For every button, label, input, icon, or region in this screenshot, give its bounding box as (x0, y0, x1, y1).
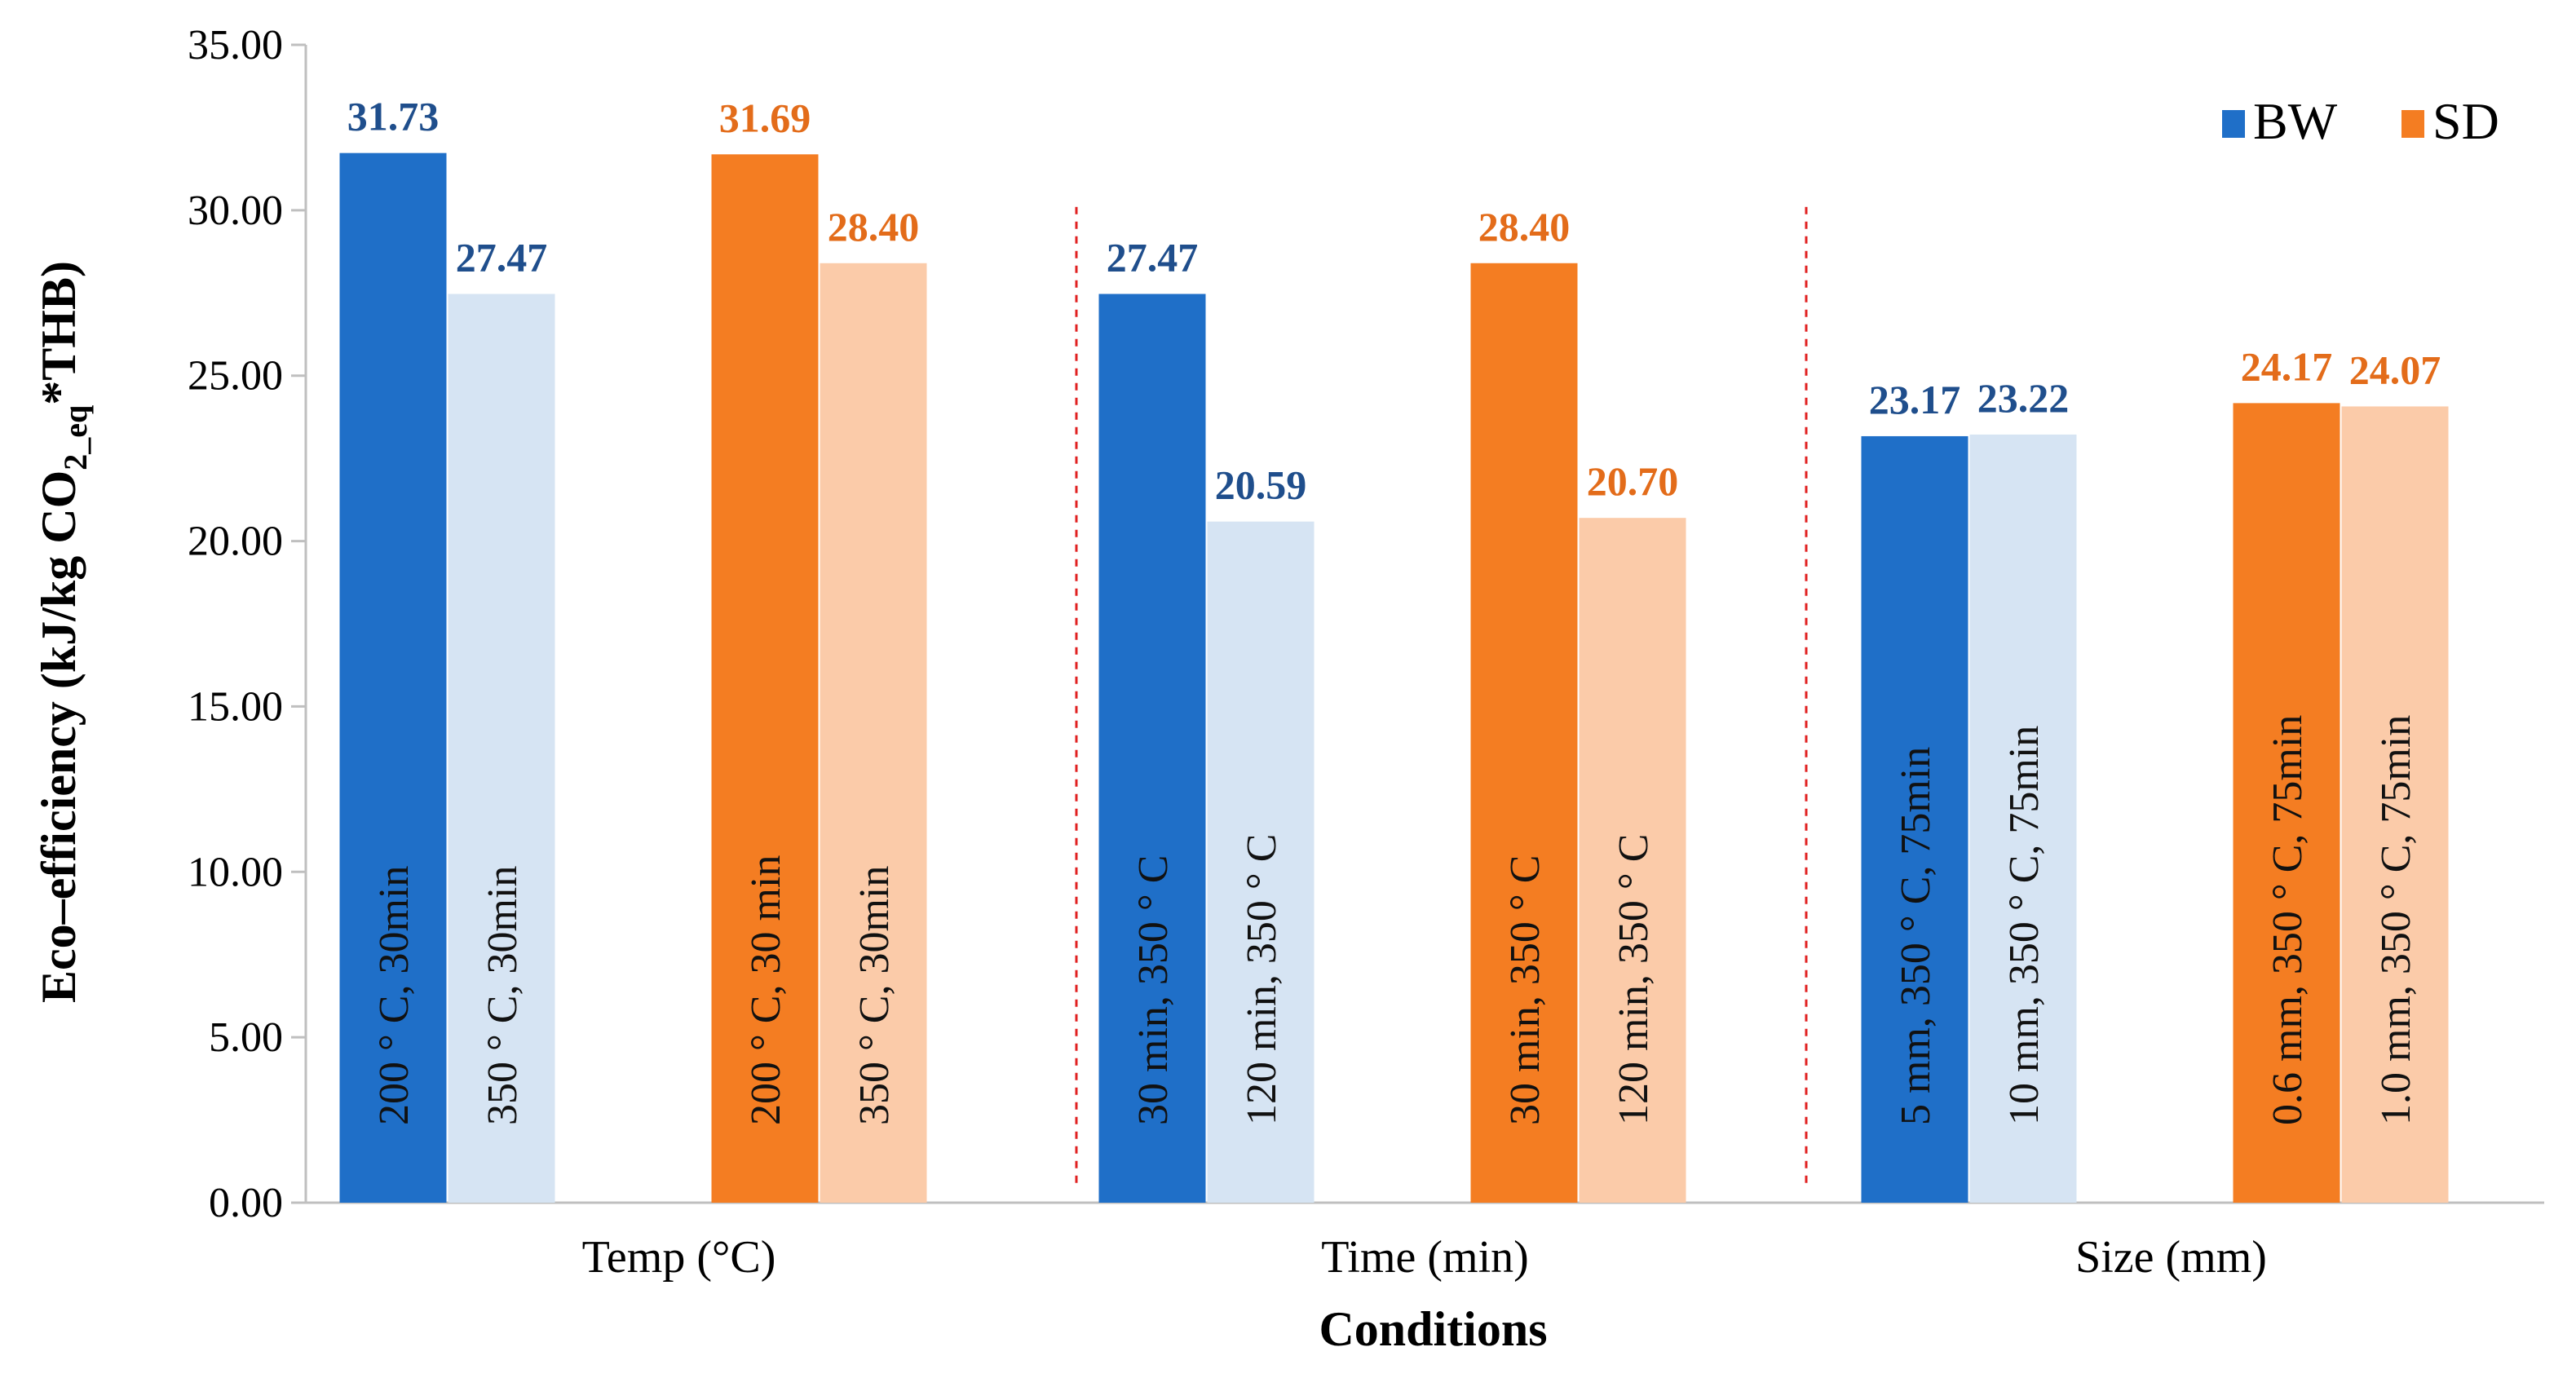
bar-bw (448, 294, 555, 1203)
y-axis-title: Eco–efficiency (kJ/kg CO2_eq*THB) (32, 261, 94, 1003)
y-tick-label: 0.00 (209, 1180, 283, 1226)
y-axis-title-main: Eco–efficiency (kJ/kg CO (32, 470, 86, 1003)
bar-sd (2341, 406, 2449, 1204)
y-tick-label: 10.00 (188, 849, 283, 895)
bar-bw (1969, 434, 2077, 1203)
legend: BW SD (2222, 92, 2499, 150)
bar-bw (1098, 294, 1206, 1203)
labels: Temp (°C) 31.73 200 ° C, 30min 27.47 350 ° C… (347, 94, 2441, 1283)
y-tick-label: 25.00 (188, 353, 283, 400)
bar-condition-label: 350 ° C, 30min (479, 866, 526, 1125)
bar-bw (339, 152, 447, 1203)
value-label: 27.47 (456, 235, 548, 280)
value-label: 27.47 (1107, 235, 1199, 280)
legend-label-sd: SD (2432, 92, 2499, 150)
x-axis-title: Conditions (1319, 1302, 1547, 1356)
bars (339, 152, 2449, 1204)
bar-sd (820, 263, 927, 1203)
bar-condition-label: 350 ° C, 30min (851, 866, 898, 1125)
y-tick-label: 20.00 (188, 519, 283, 565)
axes: 0.00 5.00 10.00 15.00 20.00 25.00 30.00 35.00 Ec… (32, 22, 2544, 1356)
value-label: 28.40 (1478, 204, 1571, 250)
value-label: 31.73 (347, 94, 440, 139)
bar-bw (1861, 435, 1968, 1203)
category-label: Temp (°C) (582, 1232, 776, 1283)
bar-condition-label: 200 ° C, 30 min (743, 855, 789, 1125)
bar-sd (711, 154, 819, 1204)
value-label: 23.17 (1869, 377, 1961, 422)
value-label: 24.17 (2241, 343, 2333, 389)
category-label: Time (min) (1321, 1232, 1529, 1283)
bar-sd (2233, 403, 2340, 1204)
value-label: 23.22 (1977, 375, 2070, 421)
y-tick-label: 35.00 (188, 22, 283, 68)
y-axis-title-subscript: 2_eq (57, 405, 94, 470)
bar-bw (1207, 521, 1315, 1203)
y-tick-label: 30.00 (188, 188, 283, 234)
y-tick-label: 5.00 (209, 1014, 283, 1061)
bar-condition-label: 200 ° C, 30min (371, 866, 418, 1125)
bar-condition-label: 5 mm, 350 ° C, 75min (1893, 747, 1939, 1125)
bar-condition-label: 1.0 mm, 350 ° C, 75min (2373, 715, 2419, 1125)
y-axis-title-end: *THB) (32, 261, 86, 405)
bar-condition-label: 30 min, 350 ° C (1502, 855, 1549, 1125)
bar-condition-label: 30 min, 350 ° C (1130, 855, 1177, 1125)
y-tick-label: 15.00 (188, 683, 283, 730)
bar-condition-label: 120 min, 350 ° C (1239, 834, 1285, 1125)
value-label: 28.40 (828, 204, 920, 250)
legend-label-bw: BW (2253, 92, 2338, 150)
bar-condition-label: 0.6 mm, 350 ° C, 75min (2264, 715, 2311, 1125)
bar-sd (1470, 263, 1578, 1203)
bar-condition-label: 120 min, 350 ° C (1611, 834, 1657, 1125)
legend-swatch-sd (2401, 110, 2424, 138)
legend-swatch-bw (2222, 110, 2245, 138)
value-label: 24.07 (2349, 347, 2441, 392)
bar-sd (1579, 518, 1686, 1203)
value-label: 20.70 (1587, 458, 1679, 504)
bar-condition-label: 10 mm, 350 ° C, 75min (2001, 726, 2048, 1125)
category-label: Size (mm) (2075, 1232, 2267, 1283)
value-label: 31.69 (719, 95, 811, 140)
value-label: 20.59 (1215, 462, 1307, 508)
